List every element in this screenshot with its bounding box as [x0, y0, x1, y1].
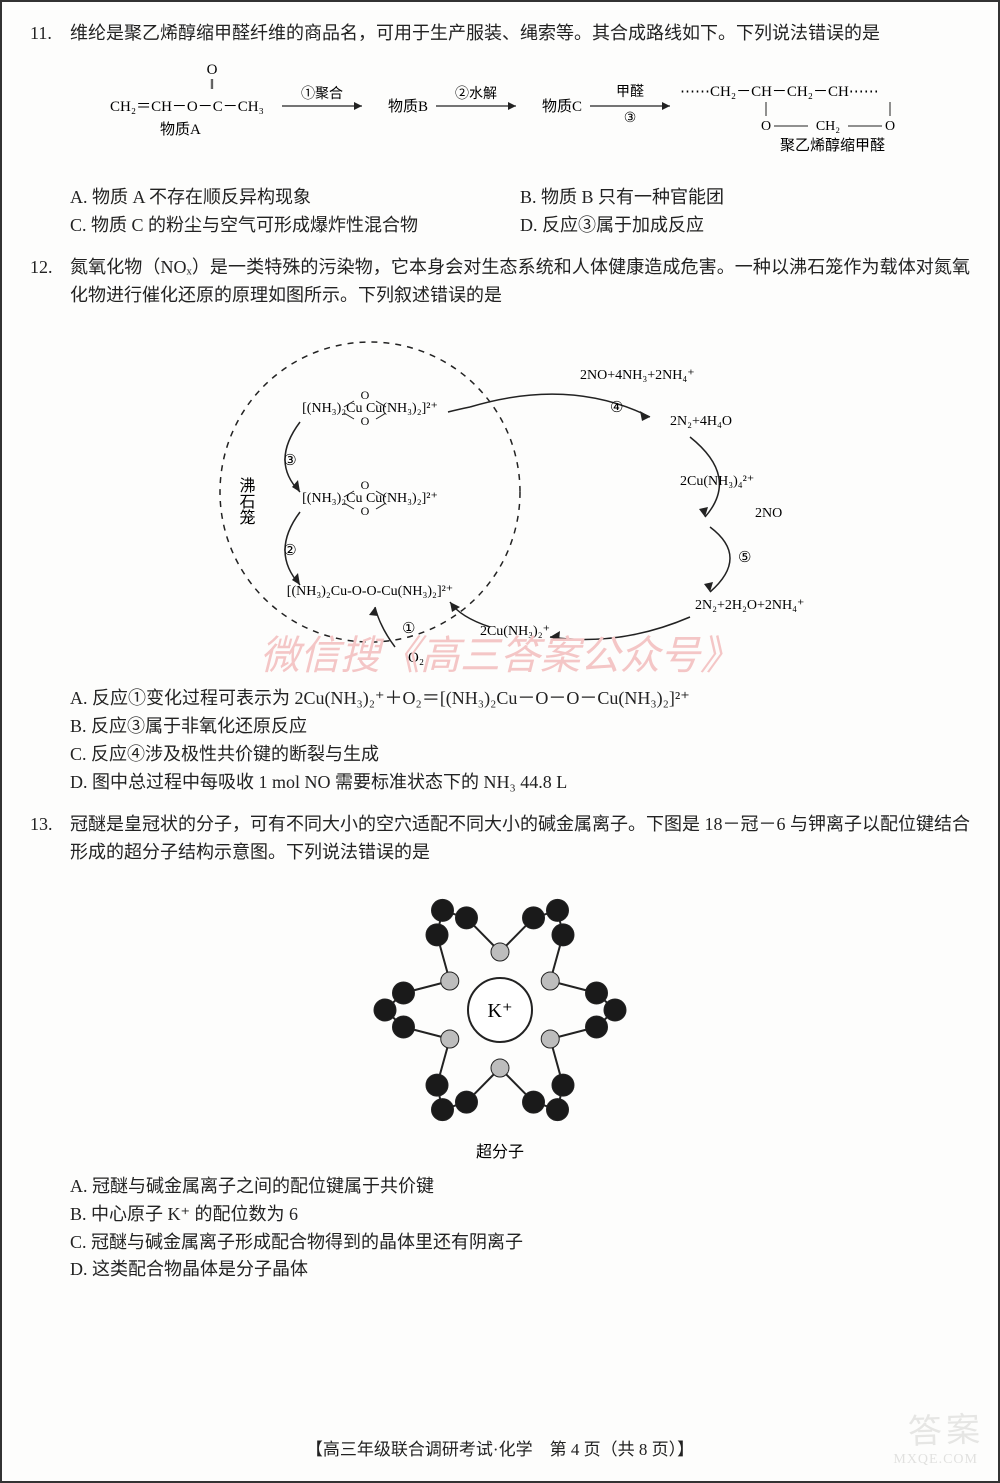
q13-text: 冠醚是皇冠状的分子，可有不同大小的空穴适配不同大小的碱金属离子。下图是 18－冠… — [70, 811, 970, 867]
svg-text:CH₂＝CH－O－C－CH₃: CH₂＝CH－O－C－CH₃ — [110, 99, 264, 115]
q12-diagram: 微信搜《高三答案公众号》 沸石笼 [(NH₃)₂Cu Cu(NH₃)₂]²⁺ O… — [30, 317, 970, 677]
svg-text:O: O — [361, 388, 370, 402]
svg-text:物质A: 物质A — [160, 121, 201, 138]
svg-text:O: O — [761, 119, 771, 134]
svg-text:③: ③ — [624, 111, 637, 126]
svg-text:甲醛: 甲醛 — [616, 84, 644, 100]
q11-opt-a: A. 物质 A 不存在顺反异构现象 — [70, 184, 520, 212]
q11-number: 11. — [30, 20, 70, 48]
q12-opt-b: B. 反应③属于非氧化还原反应 — [70, 713, 970, 741]
q12-opt-c: C. 反应④涉及极性共价键的断裂与生成 — [70, 741, 970, 769]
svg-text:聚乙烯醇缩甲醛: 聚乙烯醇缩甲醛 — [780, 137, 885, 154]
q11-options: A. 物质 A 不存在顺反异构现象 B. 物质 B 只有一种官能团 C. 物质 … — [30, 184, 970, 240]
svg-text:2Cu(NH₃)₄²⁺: 2Cu(NH₃)₄²⁺ — [680, 474, 754, 489]
q12-options: A. 反应①变化过程可表示为 2Cu(NH₃)₂⁺＋O₂＝[(NH₃)₂Cu－O… — [30, 685, 970, 797]
svg-text:K⁺: K⁺ — [488, 1000, 513, 1022]
svg-text:③: ③ — [283, 453, 296, 469]
page-footer: 【高三年级联合调研考试·化学 第 4 页（共 8 页）】 — [2, 1437, 998, 1463]
svg-text:2NO+4NH₃+2NH₄⁺: 2NO+4NH₃+2NH₄⁺ — [580, 368, 695, 383]
q11-opt-b: B. 物质 B 只有一种官能团 — [520, 184, 970, 212]
svg-text:O: O — [361, 504, 370, 518]
q11-scheme: O ‖ CH₂＝CH－O－C－CH₃ 物质A ①聚合 物质B ②水解 物质C 甲… — [30, 56, 970, 176]
q12-opt-d: D. 图中总过程中每吸收 1 mol NO 需要标准状态下的 NH₃ 44.8 … — [70, 769, 970, 797]
question-11: 11. 维纶是聚乙烯醇缩甲醛纤维的商品名，可用于生产服装、绳索等。其合成路线如下… — [30, 20, 970, 240]
q12-number: 12. — [30, 254, 70, 310]
svg-text:[(NH₃)₂Cu Cu(NH₃)₂]²⁺: [(NH₃)₂Cu Cu(NH₃)₂]²⁺ — [302, 491, 438, 506]
question-13: 13. 冠醚是皇冠状的分子，可有不同大小的空穴适配不同大小的碱金属离子。下图是 … — [30, 811, 970, 1284]
q11-opt-d: D. 反应③属于加成反应 — [520, 212, 970, 240]
svg-text:O: O — [361, 414, 370, 428]
q13-opt-d: D. 这类配合物晶体是分子晶体 — [70, 1256, 970, 1284]
svg-text:[(NH₃)₂Cu Cu(NH₃)₂]²⁺: [(NH₃)₂Cu Cu(NH₃)₂]²⁺ — [302, 401, 438, 416]
svg-text:[(NH₃)₂Cu-O-O-Cu(NH₃)₂]²⁺: [(NH₃)₂Cu-O-O-Cu(NH₃)₂]²⁺ — [287, 584, 453, 599]
svg-text:超分子: 超分子 — [476, 1143, 524, 1161]
svg-text:O: O — [885, 119, 895, 134]
svg-text:O₂: O₂ — [408, 650, 424, 666]
question-12: 12. 氮氧化物（NOₓ）是一类特殊的污染物，它本身会对生态系统和人体健康造成危… — [30, 254, 970, 797]
svg-text:②水解: ②水解 — [455, 86, 497, 102]
q13-diagram: K⁺ 超分子 — [30, 875, 970, 1165]
svg-text:④: ④ — [610, 400, 623, 416]
svg-text:①聚合: ①聚合 — [301, 86, 343, 102]
svg-text:2NO: 2NO — [755, 506, 782, 521]
svg-text:⋯⋯CH₂－CH－CH₂－CH⋯⋯: ⋯⋯CH₂－CH－CH₂－CH⋯⋯ — [680, 84, 879, 100]
svg-text:2N₂+4H₄O: 2N₂+4H₄O — [670, 414, 732, 429]
exam-page: 11. 维纶是聚乙烯醇缩甲醛纤维的商品名，可用于生产服装、绳索等。其合成路线如下… — [0, 0, 1000, 1483]
q13-opt-c: C. 冠醚与碱金属离子形成配合物得到的晶体里还有阴离子 — [70, 1229, 970, 1257]
svg-text:物质C: 物质C — [542, 98, 582, 115]
svg-text:沸石笼: 沸石笼 — [237, 477, 256, 525]
svg-text:2Cu(NH₃)₂⁺: 2Cu(NH₃)₂⁺ — [480, 624, 550, 639]
svg-text:⑤: ⑤ — [738, 550, 751, 566]
q11-opt-c: C. 物质 C 的粉尘与空气可形成爆炸性混合物 — [70, 212, 520, 240]
svg-text:CH₂: CH₂ — [816, 119, 840, 134]
q12-text: 氮氧化物（NOₓ）是一类特殊的污染物，它本身会对生态系统和人体健康造成危害。一种… — [70, 254, 970, 310]
q13-opt-a: A. 冠醚与碱金属离子之间的配位键属于共价键 — [70, 1173, 970, 1201]
q11-text: 维纶是聚乙烯醇缩甲醛纤维的商品名，可用于生产服装、绳索等。其合成路线如下。下列说… — [70, 20, 970, 48]
q13-opt-b: B. 中心原子 K⁺ 的配位数为 6 — [70, 1201, 970, 1229]
corner-url: MXQE.COM — [893, 1449, 978, 1471]
q13-options: A. 冠醚与碱金属离子之间的配位键属于共价键 B. 中心原子 K⁺ 的配位数为 … — [30, 1173, 970, 1285]
svg-text:‖: ‖ — [210, 77, 214, 93]
svg-text:①: ① — [402, 621, 415, 637]
q13-number: 13. — [30, 811, 70, 867]
svg-text:O: O — [361, 478, 370, 492]
svg-text:O: O — [207, 62, 218, 78]
q12-opt-a: A. 反应①变化过程可表示为 2Cu(NH₃)₂⁺＋O₂＝[(NH₃)₂Cu－O… — [70, 685, 970, 713]
svg-text:物质B: 物质B — [388, 98, 428, 115]
svg-text:2N₂+2H₂O+2NH₄⁺: 2N₂+2H₂O+2NH₄⁺ — [695, 598, 804, 613]
svg-text:②: ② — [283, 543, 296, 559]
